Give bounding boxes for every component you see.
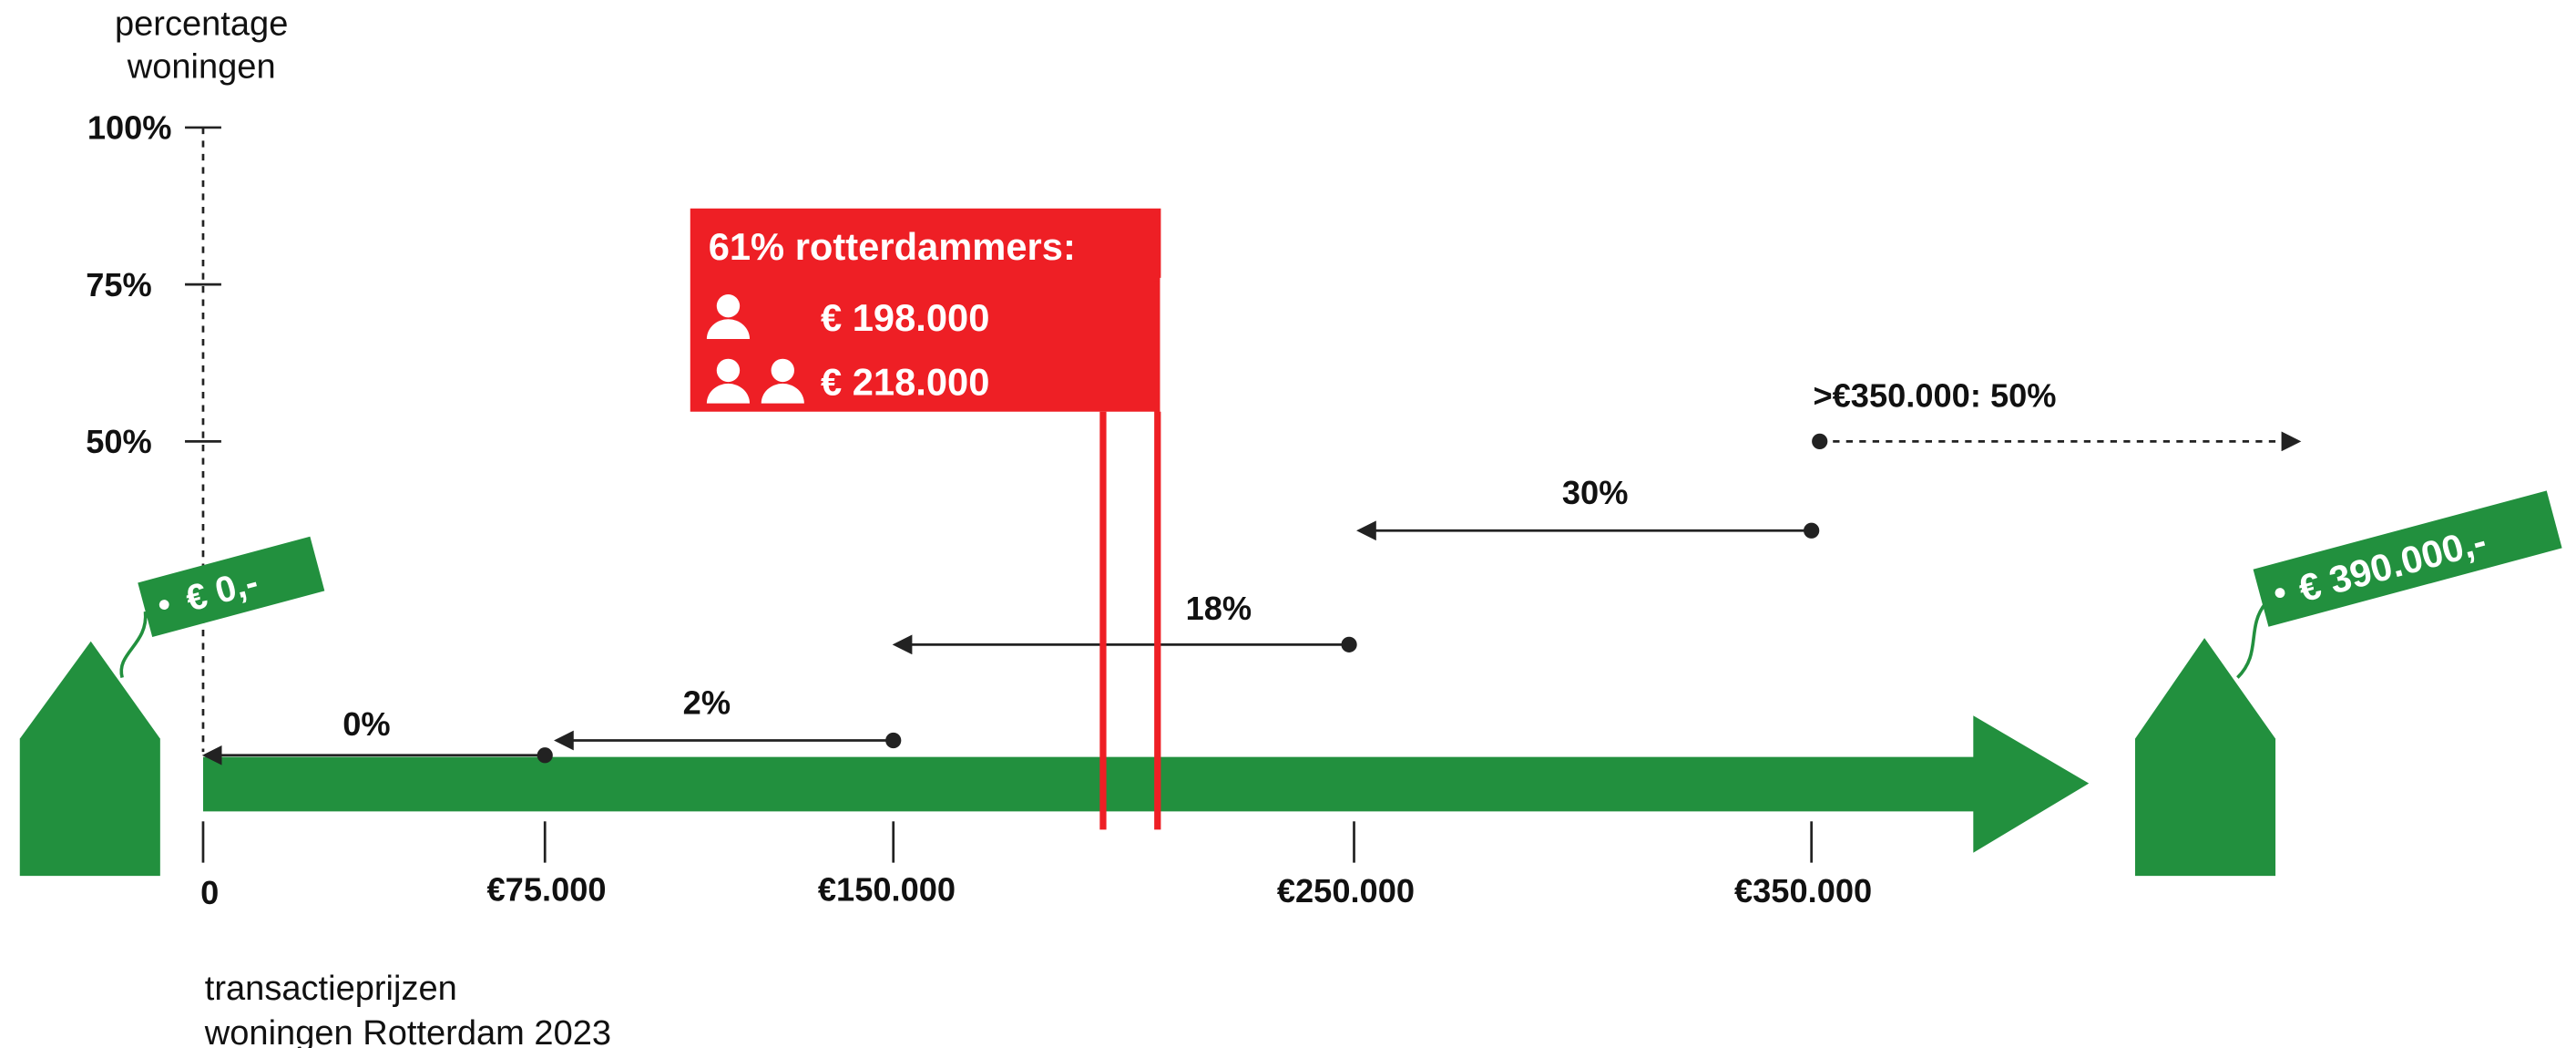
y-axis-label: percentage <box>115 5 288 43</box>
callout-row: € 218.000 <box>821 361 989 404</box>
tag-string <box>2236 601 2267 679</box>
x-ticks <box>201 821 1814 863</box>
callout-title: 61% rotterdammers: <box>709 225 1076 268</box>
price-tag: € 390.000,- <box>2253 490 2562 627</box>
x-axis-label: woningen Rotterdam 2023 <box>204 1014 611 1048</box>
range-label: 18% <box>1186 590 1252 627</box>
callout: 61% rotterdammers: € 198.000 € 218.000 <box>690 208 1162 830</box>
range-label: 30% <box>1562 474 1629 511</box>
tag-string <box>119 611 148 679</box>
y-ticks <box>185 126 221 443</box>
range-arrows <box>201 431 2302 765</box>
range-label: >€350.000: 50% <box>1813 376 2056 414</box>
range-label: 2% <box>683 683 731 721</box>
x-tick-label: 0 <box>200 874 219 911</box>
x-tick-label: €75.000 <box>487 870 607 908</box>
range-label: 0% <box>342 705 390 743</box>
y-axis-label: woningen <box>127 48 276 87</box>
x-tick-label: €250.000 <box>1277 872 1415 909</box>
house-left <box>19 641 160 877</box>
callout-row: € 198.000 <box>821 296 989 339</box>
y-tick-label: 100% <box>87 109 172 147</box>
x-axis-label: transactieprijzen <box>205 970 457 1008</box>
x-tick-label: €350.000 <box>1734 872 1872 909</box>
price-tag: € 0,- <box>138 536 325 637</box>
x-tick-label: €150.000 <box>818 870 956 908</box>
price-arrow <box>202 715 2090 853</box>
y-tick-label: 50% <box>86 423 152 460</box>
y-tick-label: 75% <box>86 266 152 303</box>
house-right <box>2134 638 2276 877</box>
